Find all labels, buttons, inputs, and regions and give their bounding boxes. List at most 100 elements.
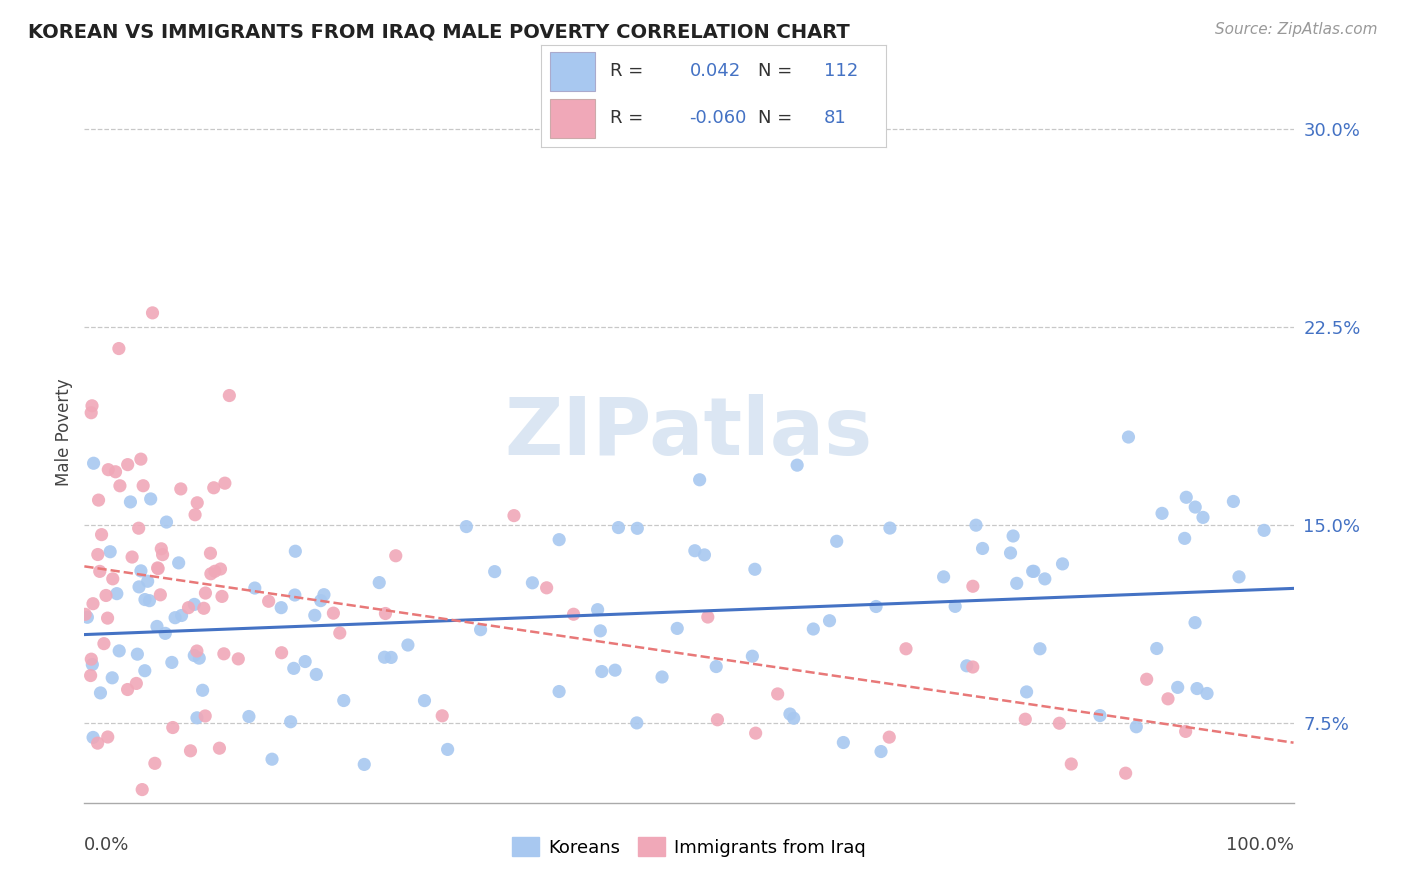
Text: KOREAN VS IMMIGRANTS FROM IRAQ MALE POVERTY CORRELATION CHART: KOREAN VS IMMIGRANTS FROM IRAQ MALE POVE… xyxy=(28,22,849,41)
Point xyxy=(150,541,173,556)
Point xyxy=(470,623,492,637)
Point xyxy=(484,565,506,579)
Point xyxy=(82,597,104,611)
Point xyxy=(141,306,163,320)
Point xyxy=(312,588,335,602)
Point xyxy=(117,682,139,697)
Point xyxy=(1253,524,1275,538)
Point xyxy=(75,607,97,622)
Point xyxy=(200,566,222,581)
Point xyxy=(87,548,110,562)
Point xyxy=(86,736,108,750)
Point xyxy=(666,621,689,635)
Point xyxy=(1029,641,1052,656)
Point xyxy=(744,562,766,576)
Point xyxy=(177,600,200,615)
Point xyxy=(305,667,328,681)
Point xyxy=(104,465,127,479)
Point xyxy=(131,782,153,797)
Point xyxy=(522,575,544,590)
Point xyxy=(384,549,406,563)
Point xyxy=(76,610,98,624)
Text: R =: R = xyxy=(610,110,644,128)
Point xyxy=(456,519,478,533)
Text: 0.0%: 0.0% xyxy=(84,836,129,855)
Point xyxy=(211,590,233,604)
Point xyxy=(155,515,177,529)
Point xyxy=(1157,691,1180,706)
Point xyxy=(183,648,205,663)
Point xyxy=(105,587,128,601)
Point xyxy=(155,626,177,640)
Point xyxy=(1146,641,1168,656)
Point xyxy=(139,491,162,506)
Point xyxy=(706,713,728,727)
Point xyxy=(374,607,396,621)
Point xyxy=(83,456,105,470)
Point xyxy=(332,693,354,707)
Point xyxy=(689,473,711,487)
Point xyxy=(226,652,249,666)
Point xyxy=(825,534,848,549)
Point xyxy=(877,730,900,744)
Y-axis label: Male Poverty: Male Poverty xyxy=(55,379,73,486)
Point xyxy=(1000,546,1022,560)
Point xyxy=(117,458,139,472)
Point xyxy=(932,570,955,584)
Point xyxy=(194,586,217,600)
Point xyxy=(1184,615,1206,630)
Point xyxy=(586,602,609,616)
Point xyxy=(97,730,120,744)
Point xyxy=(87,493,110,508)
Point xyxy=(90,527,112,541)
Point xyxy=(170,482,193,496)
Point xyxy=(280,714,302,729)
Point xyxy=(766,687,789,701)
Point xyxy=(80,399,103,413)
Text: N =: N = xyxy=(758,110,793,128)
Point xyxy=(1015,685,1038,699)
Text: Source: ZipAtlas.com: Source: ZipAtlas.com xyxy=(1215,22,1378,37)
Point xyxy=(894,641,917,656)
Point xyxy=(97,463,120,477)
Point xyxy=(879,521,901,535)
Point xyxy=(562,607,585,622)
Point xyxy=(89,686,111,700)
Point xyxy=(373,650,395,665)
Point xyxy=(1115,766,1137,780)
Point xyxy=(1136,672,1159,686)
Point xyxy=(284,588,307,602)
Point xyxy=(436,742,458,756)
Text: 100.0%: 100.0% xyxy=(1226,836,1294,855)
Point xyxy=(101,572,124,586)
Point xyxy=(322,606,344,620)
Point xyxy=(186,711,208,725)
Point xyxy=(79,668,101,682)
Point xyxy=(1021,565,1043,579)
Point xyxy=(218,388,240,402)
Point xyxy=(1022,565,1045,579)
Point xyxy=(956,658,979,673)
Point xyxy=(260,752,283,766)
Point xyxy=(943,599,966,614)
Point xyxy=(779,706,801,721)
Point xyxy=(134,664,156,678)
Point xyxy=(202,481,225,495)
Point xyxy=(1088,708,1111,723)
Point xyxy=(121,549,143,564)
Point xyxy=(193,601,215,615)
Point xyxy=(143,756,166,771)
Point xyxy=(626,521,648,535)
Point xyxy=(353,757,375,772)
Point xyxy=(1118,430,1140,444)
Point xyxy=(704,659,727,673)
Point xyxy=(413,693,436,707)
Point xyxy=(1033,572,1056,586)
Point xyxy=(101,671,124,685)
Point xyxy=(194,709,217,723)
Point xyxy=(128,580,150,594)
Text: ZIPatlas: ZIPatlas xyxy=(505,393,873,472)
Point xyxy=(1222,494,1244,508)
Point xyxy=(125,676,148,690)
Point xyxy=(1125,720,1147,734)
